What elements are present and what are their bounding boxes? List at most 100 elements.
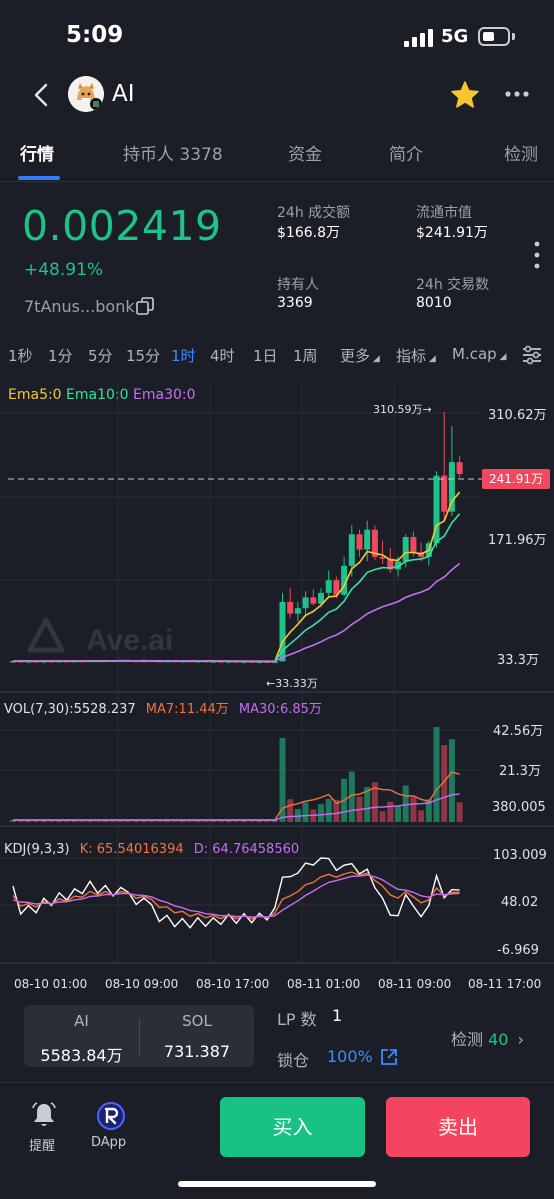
- battery-icon: [478, 27, 510, 46]
- indicator-menu[interactable]: 指标 ◢: [396, 345, 436, 366]
- volume-bar: [379, 811, 386, 822]
- vol-axis-mid: 21.3万: [499, 764, 541, 779]
- ai-reserve-label: AI: [74, 1012, 89, 1030]
- candle-body: [294, 608, 301, 614]
- tab-holders[interactable]: 持币人 3378: [123, 145, 223, 165]
- kdj-legend: KDJ(9,3,3) K: 65.54016394 D: 64.76458560: [4, 842, 299, 857]
- vertical-more-icon[interactable]: [534, 240, 540, 270]
- tab-funds[interactable]: 资金: [288, 145, 322, 165]
- volume-bar: [148, 820, 155, 822]
- volume-bar: [179, 820, 186, 822]
- interval-more-label: 更多: [340, 347, 371, 365]
- kdj-legend-k: K: 65.54016394: [79, 842, 184, 857]
- vol-legend: VOL(7,30):5528.237 MA7:11.44万 MA30:6.85万: [4, 698, 322, 717]
- star-icon[interactable]: [450, 80, 480, 110]
- home-indicator[interactable]: [178, 1181, 376, 1187]
- volume-bar: [241, 820, 247, 822]
- candle-body: [364, 529, 371, 550]
- interval-1s[interactable]: 1秒: [8, 347, 33, 365]
- alert-label[interactable]: 提醒: [29, 1139, 56, 1154]
- volume-bar: [140, 820, 147, 822]
- volume-bar: [40, 820, 47, 822]
- lock-value[interactable]: 100%: [327, 1047, 373, 1066]
- interval-5m[interactable]: 5分: [88, 347, 113, 365]
- volume-bar: [125, 820, 132, 822]
- shiba-avatar-icon: [68, 76, 104, 112]
- check-link[interactable]: 检测 40 ›: [451, 1026, 524, 1050]
- candle-body: [379, 556, 386, 559]
- volume-bar: [17, 820, 24, 822]
- chart-settings-icon[interactable]: [521, 345, 543, 365]
- tab-bar: 行情 持币人 3378 资金 简介 检测: [0, 140, 554, 182]
- volume-bar: [194, 820, 201, 822]
- tab-check[interactable]: 检测: [504, 145, 538, 165]
- interval-1d[interactable]: 1日: [253, 347, 278, 365]
- lp-count-label: LP 数: [277, 1010, 317, 1029]
- time-label: 08-10 01:00: [14, 977, 88, 991]
- candle-body: [318, 592, 324, 604]
- mcap-label: M.cap: [452, 345, 497, 363]
- copy-icon[interactable]: [136, 297, 154, 316]
- interval-1h[interactable]: 1时: [171, 347, 196, 365]
- interval-1m[interactable]: 1分: [48, 347, 73, 365]
- ema30-line: [13, 562, 461, 663]
- sell-button[interactable]: 卖出: [386, 1097, 530, 1157]
- candle-body: [302, 597, 309, 609]
- kdj-d-line: [12, 874, 460, 918]
- stat-volume-label: 24h 成交额: [277, 205, 351, 221]
- volume-bar: [402, 785, 409, 822]
- time-label: 08-10 09:00: [105, 977, 179, 991]
- volume-bar: [117, 820, 124, 822]
- vol-axis-low: 380.005: [492, 800, 546, 815]
- volume-bar: [210, 820, 217, 822]
- dapp-icon[interactable]: [96, 1102, 126, 1130]
- volume-bar: [248, 820, 255, 822]
- volume-bar: [325, 798, 332, 822]
- volume-bar: [225, 820, 232, 822]
- interval-more[interactable]: 更多 ◢: [340, 345, 380, 366]
- stat-trades-label: 24h 交易数: [416, 277, 490, 293]
- volume-bar: [202, 820, 209, 822]
- footer-separator: [0, 1082, 554, 1083]
- price-axis-mid: 171.96万: [488, 533, 547, 548]
- volume-bar: [364, 787, 371, 822]
- price-axis-high: 310.62万: [488, 408, 547, 423]
- volume-bar: [48, 820, 55, 822]
- volume-bar: [10, 820, 16, 822]
- signal-icon: [404, 29, 433, 47]
- interval-15m[interactable]: 15分: [126, 347, 161, 365]
- kdj-legend-d: D: 64.76458560: [193, 842, 300, 857]
- buy-button[interactable]: 买入: [220, 1097, 365, 1157]
- contract-address[interactable]: 7tAnus...bonk: [24, 297, 135, 316]
- interval-1w[interactable]: 1周: [293, 347, 318, 365]
- candle-body: [325, 580, 332, 593]
- candle-body: [456, 462, 463, 474]
- liquidity-divider: [139, 1018, 140, 1056]
- time-label: 08-11 17:00: [468, 977, 542, 991]
- low-marker: ←33.33万: [266, 677, 318, 690]
- bell-icon[interactable]: [32, 1102, 56, 1128]
- more-icon[interactable]: [504, 90, 530, 98]
- external-link-icon[interactable]: [380, 1048, 398, 1066]
- candlestick-chart[interactable]: Ave.ai: [0, 380, 554, 990]
- lock-label: 锁仓: [277, 1051, 310, 1070]
- volume-bar: [410, 797, 417, 822]
- volume-bar: [456, 802, 463, 822]
- back-arrow-icon[interactable]: [30, 82, 54, 108]
- volume-bar: [63, 820, 70, 822]
- stat-volume-value: $166.8万: [277, 225, 340, 241]
- volume-bar: [264, 820, 271, 822]
- candle-body: [310, 597, 317, 604]
- dapp-label[interactable]: DApp: [91, 1135, 127, 1150]
- tab-market[interactable]: 行情: [20, 145, 54, 165]
- ema5-line: [12, 491, 461, 663]
- tab-intro[interactable]: 简介: [389, 145, 423, 165]
- vol-legend-ma7: MA7:11.44万: [145, 702, 229, 717]
- sol-reserve-value: 731.387: [163, 1042, 231, 1061]
- interval-4h[interactable]: 4时: [210, 347, 235, 365]
- mcap-toggle[interactable]: M.cap ◢: [452, 345, 506, 363]
- candle-body: [333, 580, 340, 595]
- lp-count-value: 1: [332, 1006, 343, 1025]
- ai-reserve-value: 5583.84万: [40, 1046, 123, 1065]
- price-axis-low: 33.3万: [497, 653, 539, 668]
